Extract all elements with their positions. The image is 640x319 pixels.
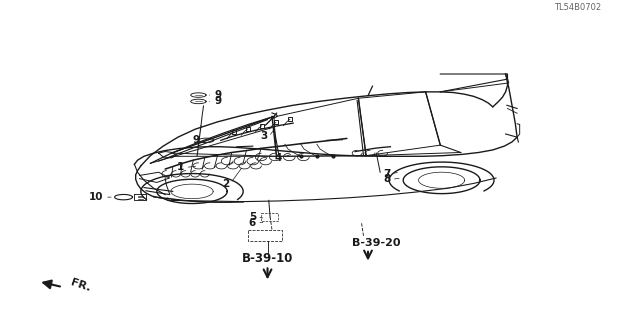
Text: 4: 4: [274, 153, 282, 163]
Text: 5: 5: [249, 212, 256, 222]
Text: B-39-20: B-39-20: [352, 238, 401, 248]
Text: FR.: FR.: [69, 278, 92, 293]
Text: 1: 1: [177, 162, 184, 173]
Text: 3: 3: [260, 130, 268, 141]
Text: 8: 8: [383, 174, 390, 184]
Text: 7: 7: [383, 169, 390, 179]
Text: 9: 9: [214, 90, 221, 100]
Text: TL54B0702: TL54B0702: [554, 3, 602, 12]
Text: 9: 9: [193, 135, 200, 145]
Text: B-39-10: B-39-10: [242, 252, 293, 265]
Text: 10: 10: [89, 192, 104, 202]
Text: 2: 2: [222, 179, 229, 189]
Text: 6: 6: [249, 218, 256, 228]
Text: 9: 9: [214, 96, 221, 107]
